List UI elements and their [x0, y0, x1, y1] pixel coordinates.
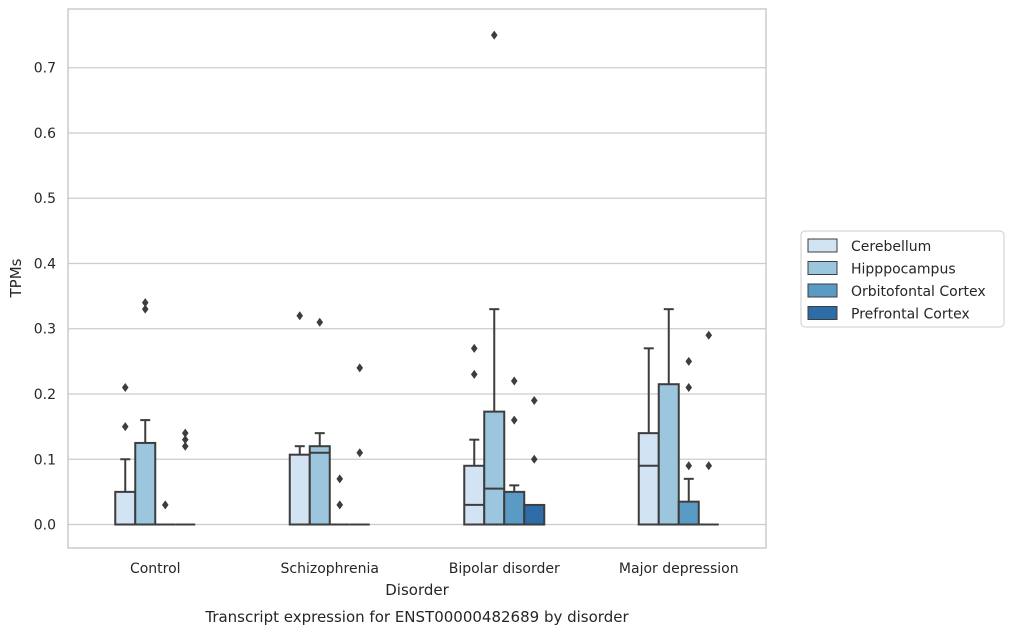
outlier-point [181, 428, 189, 438]
outlier-point [181, 441, 189, 451]
outlier-point [685, 382, 693, 392]
box-body [308, 445, 331, 526]
outlier-point [470, 369, 478, 379]
box-hipppocampus [134, 298, 157, 526]
outlier-point [141, 298, 149, 308]
outlier-point [356, 448, 364, 458]
outlier-point [490, 30, 498, 40]
outlier-point [141, 304, 149, 314]
y-tick-label: 0.5 [34, 191, 56, 207]
y-tick-label: 0.7 [34, 61, 56, 77]
box-prefrontal-cortex [175, 428, 196, 526]
outlier-point [470, 343, 478, 353]
box-body [657, 383, 680, 526]
outlier-point [121, 422, 129, 432]
y-tick-label: 0.2 [34, 387, 56, 403]
box-cerebellum [114, 382, 137, 526]
y-tick-label: 0.1 [34, 452, 56, 468]
outlier-point [336, 500, 344, 510]
outlier-point [356, 363, 364, 373]
legend-swatch [807, 283, 838, 298]
legend-label: Hipppocampus [851, 262, 956, 278]
box-body [637, 432, 660, 526]
box-hipppocampus [308, 317, 331, 526]
chart-caption: Transcript expression for ENST0000048268… [204, 608, 629, 626]
x-axis-ticks: Control Schizophrenia Bipolar disorder Majo… [130, 561, 739, 577]
outlier-point [336, 474, 344, 484]
outlier-point [530, 396, 538, 406]
grid-lines [68, 67, 766, 526]
x-tick-label: Control [130, 561, 181, 577]
box-body [288, 453, 311, 526]
box-cerebellum [463, 343, 486, 526]
legend-swatch [807, 238, 838, 253]
box-body [463, 464, 486, 526]
box-body [134, 441, 157, 526]
legend-swatch [807, 306, 838, 320]
outlier-point [181, 435, 189, 445]
box-orbitofontal-cortex [329, 474, 350, 526]
y-axis-ticks: 0.0 0.1 0.2 0.3 0.4 0.5 0.6 0.7 [34, 61, 56, 534]
plot-frame [67, 8, 767, 549]
outlier-point [121, 382, 129, 392]
outlier-point [510, 376, 518, 386]
outlier-point [510, 415, 518, 425]
legend-label: Cerebellum [851, 239, 931, 255]
outlier-point [161, 500, 169, 510]
outlier-point [705, 330, 713, 340]
box-prefrontal-cortex [523, 396, 546, 526]
box-cerebellum [637, 347, 660, 526]
outlier-point [316, 317, 324, 327]
legend-box [800, 230, 1005, 328]
y-tick-label: 0.6 [34, 126, 56, 142]
x-tick-label: Schizophrenia [281, 561, 379, 577]
box-prefrontal-cortex [698, 330, 719, 526]
outlier-point [296, 311, 304, 321]
y-tick-label: 0.0 [34, 518, 56, 534]
box-plot-series [114, 30, 719, 526]
y-axis-label: TPMs [7, 258, 25, 298]
x-tick-label: Major depression [619, 561, 739, 577]
box-orbitofontal-cortex [155, 500, 176, 526]
outlier-point [530, 454, 538, 464]
legend-swatch [807, 261, 838, 275]
box-body [677, 500, 700, 526]
y-tick-label: 0.4 [34, 256, 56, 272]
box-orbitofontal-cortex [677, 356, 700, 526]
box-body [483, 410, 506, 526]
box-body [114, 490, 137, 526]
outlier-point [705, 461, 713, 471]
box-hipppocampus [483, 30, 506, 526]
box-body [523, 503, 546, 526]
legend: Cerebellum Hipppocampus Orbitofontal Corte… [800, 230, 1005, 328]
box-orbitofontal-cortex [503, 376, 526, 526]
box-hipppocampus [657, 308, 680, 526]
box-body [503, 490, 526, 526]
box-prefrontal-cortex [349, 363, 370, 526]
x-axis-label: Disorder [385, 581, 449, 599]
outlier-point [685, 461, 693, 471]
y-tick-label: 0.3 [34, 322, 56, 338]
x-tick-label: Bipolar disorder [449, 561, 560, 577]
legend-label: Prefrontal Cortex [851, 307, 970, 323]
outlier-point [685, 356, 693, 366]
legend-label: Orbitofontal Cortex [851, 284, 986, 300]
box-cerebellum [288, 311, 311, 526]
